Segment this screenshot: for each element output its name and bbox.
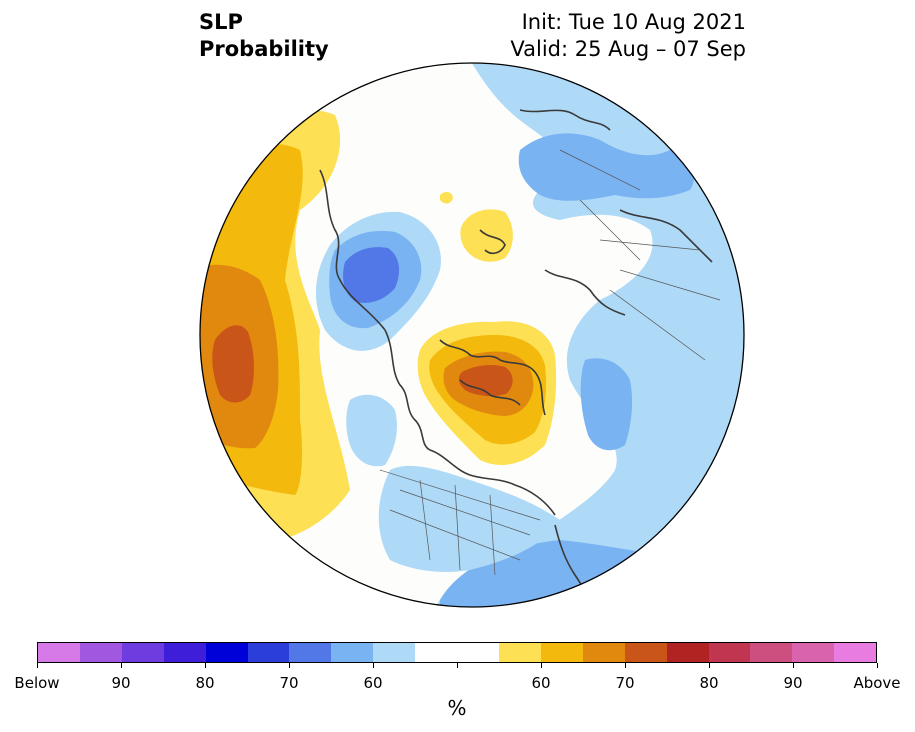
colorbar-swatch xyxy=(415,643,458,662)
colorbar-swatch xyxy=(792,643,835,662)
colorbar-tick-label: 60 xyxy=(531,674,551,692)
probability-label: Probability xyxy=(199,37,329,61)
variable-label: SLP xyxy=(199,10,243,34)
borders xyxy=(379,149,721,576)
probability-shading xyxy=(200,63,744,607)
colorbar-swatch xyxy=(289,643,332,662)
colorbar-tick-label: Below xyxy=(14,674,60,692)
globe-boundary xyxy=(199,62,745,608)
colorbar-swatch xyxy=(834,643,877,662)
taimyr-positive-60 xyxy=(440,191,453,204)
siberia-negative-70 xyxy=(343,247,400,303)
colorbar-tick xyxy=(876,663,878,668)
map-title-left: SLP Probability xyxy=(199,9,329,63)
colorbar-tick xyxy=(372,663,374,668)
arctic-positive-75 xyxy=(458,364,513,397)
colorbar-swatch xyxy=(582,643,625,662)
europe-negative-60 xyxy=(430,63,744,607)
colorbar-tick-label: 90 xyxy=(783,674,803,692)
colorbar-tick-label: 70 xyxy=(615,674,635,692)
colorbar-swatch xyxy=(666,643,709,662)
colorbar-tick xyxy=(708,663,710,668)
colorbar-tick xyxy=(204,663,206,668)
polar-map xyxy=(199,62,745,608)
colorbar-tick xyxy=(624,663,626,668)
colorbar-tick xyxy=(288,663,290,668)
colorbar-swatch xyxy=(38,643,80,662)
colorbar-swatch xyxy=(79,643,122,662)
colorbar-tick xyxy=(792,663,794,668)
colorbar-swatch xyxy=(331,643,374,662)
colorbar-swatch xyxy=(247,643,290,662)
colorbar-swatch xyxy=(205,643,248,662)
colorbar-tick xyxy=(540,663,542,668)
colorbar-swatch xyxy=(540,643,583,662)
siberia-positive-60 xyxy=(460,209,513,262)
coastlines xyxy=(319,109,713,607)
colorbar-tick-label: Above xyxy=(853,674,901,692)
europe-negative-65b xyxy=(580,358,633,451)
colorbar-tick-label: 70 xyxy=(279,674,299,692)
probability-colorbar xyxy=(37,642,877,663)
north-america-negative-60 xyxy=(378,465,560,572)
colorbar-tick-label: 90 xyxy=(111,674,131,692)
colorbar-unit-label: % xyxy=(447,696,467,720)
colorbar-swatch xyxy=(708,643,751,662)
colorbar-tick-label: 60 xyxy=(363,674,383,692)
europe-negative-65a xyxy=(518,133,694,201)
colorbar-swatch xyxy=(121,643,164,662)
pacific-positive-75 xyxy=(212,325,254,403)
colorbar-swatch xyxy=(373,643,416,662)
map-title-right: Init: Tue 10 Aug 2021 Valid: 25 Aug – 07… xyxy=(510,9,746,63)
colorbar-tick xyxy=(456,663,458,668)
colorbar-swatch xyxy=(457,643,499,662)
colorbar-swatch xyxy=(498,643,541,662)
valid-period-label: Valid: 25 Aug – 07 Sep xyxy=(510,37,746,61)
colorbar-swatch xyxy=(163,643,206,662)
colorbar-tick-label: 80 xyxy=(699,674,719,692)
colorbar-tick-label: 80 xyxy=(195,674,215,692)
colorbar-tick xyxy=(36,663,38,668)
init-date-label: Init: Tue 10 Aug 2021 xyxy=(521,10,746,34)
colorbar-tick xyxy=(120,663,122,668)
alaska-negative-60 xyxy=(346,394,397,467)
colorbar-swatch xyxy=(624,643,667,662)
colorbar-swatch xyxy=(750,643,793,662)
